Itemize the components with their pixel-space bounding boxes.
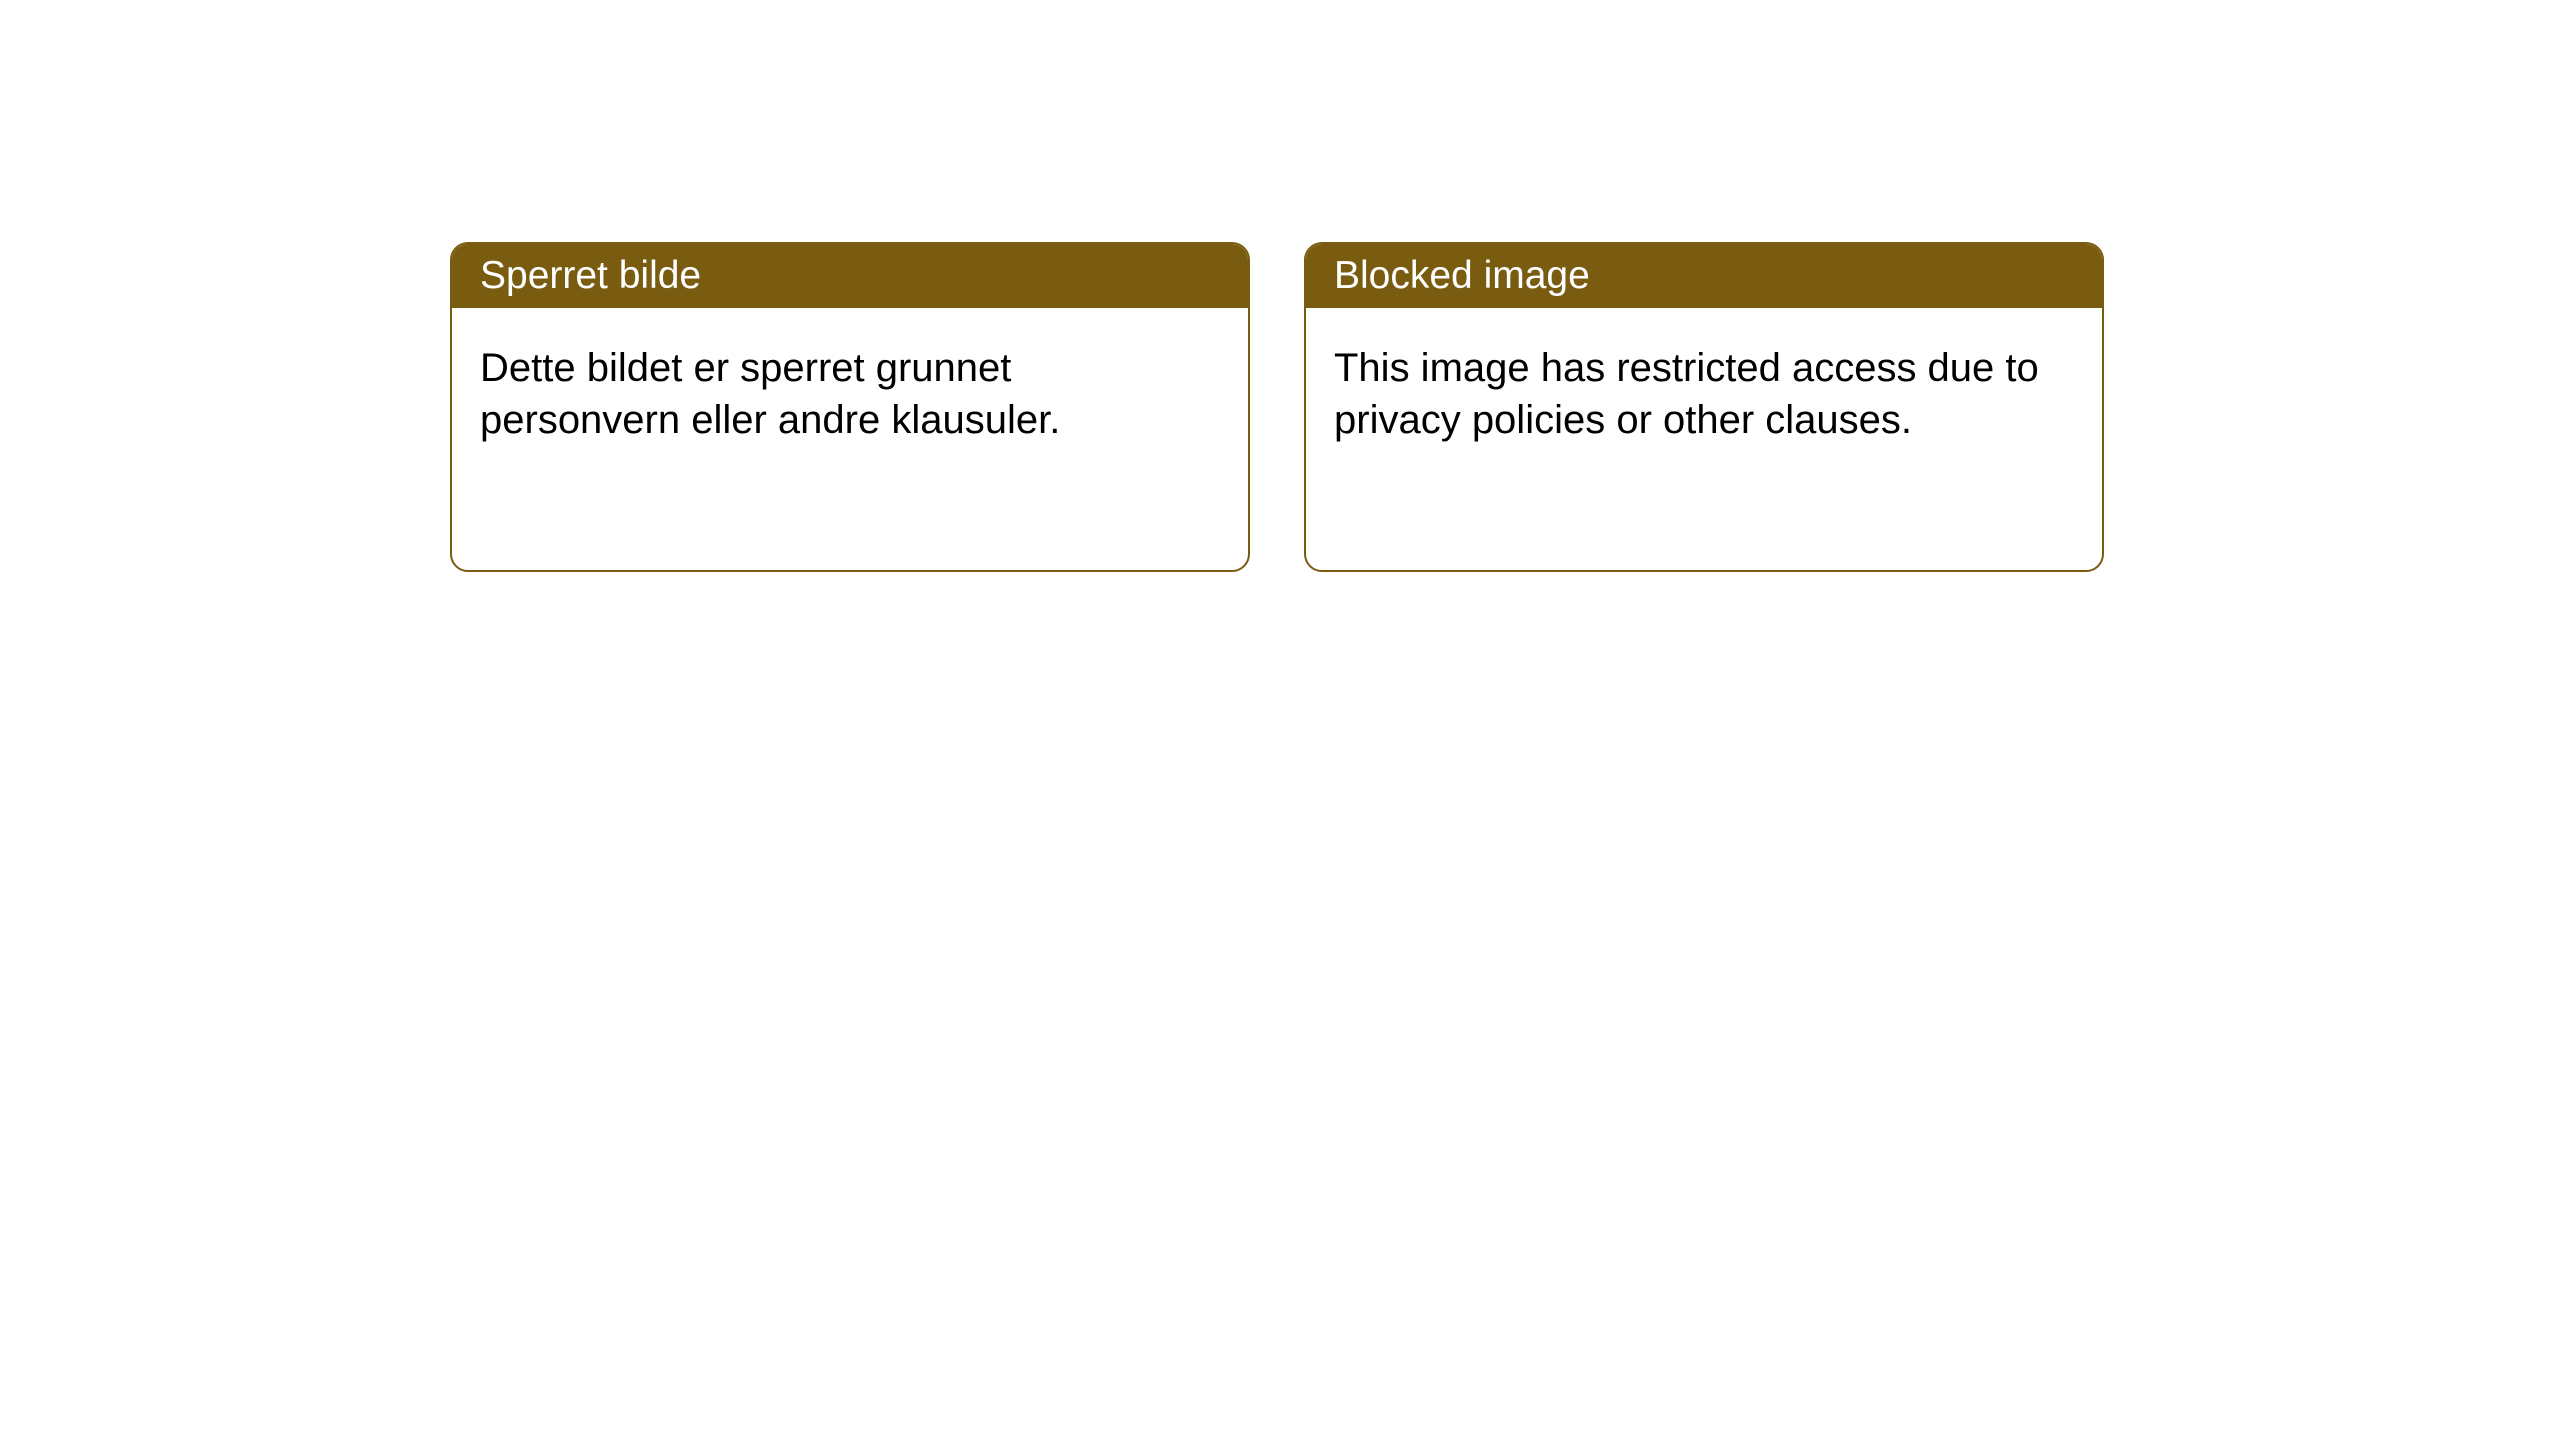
notice-header: Blocked image: [1306, 244, 2102, 308]
notice-card-english: Blocked image This image has restricted …: [1304, 242, 2104, 572]
notice-header: Sperret bilde: [452, 244, 1248, 308]
notice-body-text: Dette bildet er sperret grunnet personve…: [480, 346, 1060, 442]
notice-body: Dette bildet er sperret grunnet personve…: [452, 308, 1248, 480]
notice-container: Sperret bilde Dette bildet er sperret gr…: [0, 0, 2560, 572]
notice-card-norwegian: Sperret bilde Dette bildet er sperret gr…: [450, 242, 1250, 572]
notice-body-text: This image has restricted access due to …: [1334, 346, 2039, 442]
notice-title: Blocked image: [1334, 254, 1590, 297]
notice-body: This image has restricted access due to …: [1306, 308, 2102, 480]
notice-title: Sperret bilde: [480, 254, 701, 297]
